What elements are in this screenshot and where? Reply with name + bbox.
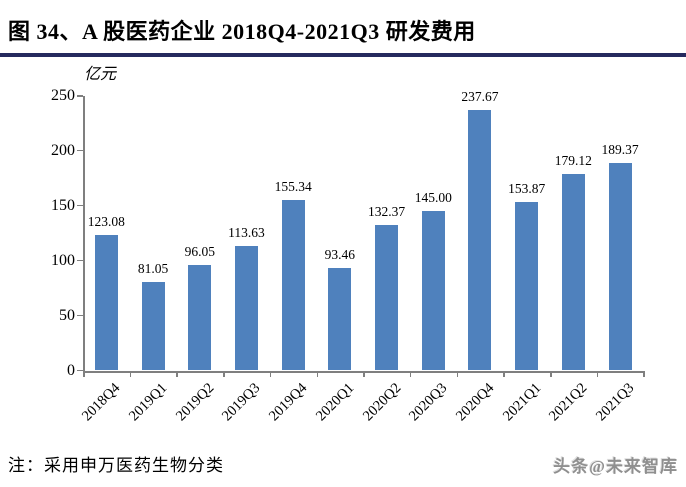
x-tick-label: 2018Q4 xyxy=(79,379,124,424)
x-tick-label: 2019Q2 xyxy=(172,379,218,424)
bar-value-label: 132.37 xyxy=(367,204,406,220)
y-tick-label: 200 xyxy=(51,141,75,159)
x-tick-mark xyxy=(83,370,85,377)
bar xyxy=(328,267,352,371)
y-axis-line xyxy=(83,96,85,371)
y-tick-label: 0 xyxy=(67,361,75,379)
bar-value-label: 123.08 xyxy=(87,214,125,230)
bar-value-label: 96.05 xyxy=(184,244,215,260)
x-tick-mark xyxy=(596,370,599,377)
watermark: 头条@未来智库 xyxy=(553,457,678,476)
x-tick-label: 2020Q4 xyxy=(452,379,498,424)
bar xyxy=(375,225,399,371)
x-tick-label: 2019Q4 xyxy=(266,379,311,424)
bar xyxy=(94,235,118,371)
bar xyxy=(188,265,212,371)
x-tick-label: 2019Q1 xyxy=(126,379,171,424)
y-tick-label: 50 xyxy=(59,306,75,324)
x-tick-label: 2021Q1 xyxy=(499,379,544,424)
y-tick-mark xyxy=(77,95,83,97)
y-tick-label: 250 xyxy=(51,87,75,104)
bar xyxy=(281,199,305,371)
bar-value-label: 189.37 xyxy=(601,141,639,157)
x-tick-mark xyxy=(550,370,552,377)
bar xyxy=(561,173,585,371)
bar xyxy=(234,245,258,371)
y-tick-mark xyxy=(77,204,83,207)
x-tick-mark xyxy=(503,370,505,377)
bar xyxy=(608,162,632,371)
x-tick-label: 2020Q1 xyxy=(312,379,358,424)
x-tick-mark xyxy=(129,370,132,377)
y-tick-mark xyxy=(77,314,83,317)
x-tick-mark xyxy=(643,370,645,377)
x-tick-label: 2021Q3 xyxy=(593,379,638,424)
bar-value-label: 113.63 xyxy=(228,224,265,240)
y-tick-mark xyxy=(77,259,83,262)
y-tick-mark xyxy=(77,369,83,371)
x-tick-label: 2021Q2 xyxy=(546,379,591,424)
x-tick-label: 2020Q2 xyxy=(359,379,404,424)
source-note: 注：采用申万医药生物分类 xyxy=(8,456,224,475)
bar xyxy=(515,201,539,371)
y-tick-label: 150 xyxy=(51,196,75,214)
x-tick-mark xyxy=(223,370,225,377)
bar-value-label: 179.12 xyxy=(554,152,592,168)
title-underline xyxy=(0,53,686,57)
x-tick-mark xyxy=(176,370,178,377)
x-tick-mark xyxy=(363,370,365,377)
rd-expense-bar-chart: 亿元 0 50 100 150 200 250 123.08 2018Q4 81.05 2019Q… xyxy=(0,57,686,437)
bar xyxy=(468,109,492,371)
bar-value-label: 93.46 xyxy=(324,246,356,262)
y-tick-mark xyxy=(77,149,83,152)
bar-value-label: 237.67 xyxy=(461,88,499,104)
bar xyxy=(141,281,165,371)
bar xyxy=(421,211,445,371)
y-axis-unit-label: 亿元 xyxy=(84,66,117,83)
bar-value-label: 155.34 xyxy=(274,178,312,194)
x-tick-mark xyxy=(456,370,459,377)
x-tick-mark xyxy=(269,370,272,377)
bar-value-label: 81.05 xyxy=(137,260,169,276)
bar-value-label: 153.87 xyxy=(508,180,546,196)
figure-title: 图 34、A 股医药企业 2018Q4-2021Q3 研发费用 xyxy=(8,19,476,44)
x-tick-label: 2020Q3 xyxy=(406,379,451,424)
x-tick-mark xyxy=(316,370,318,377)
x-tick-mark xyxy=(409,370,412,377)
bar-value-label: 145.00 xyxy=(414,190,452,206)
x-tick-label: 2019Q3 xyxy=(219,379,264,424)
y-tick-label: 100 xyxy=(51,251,75,269)
